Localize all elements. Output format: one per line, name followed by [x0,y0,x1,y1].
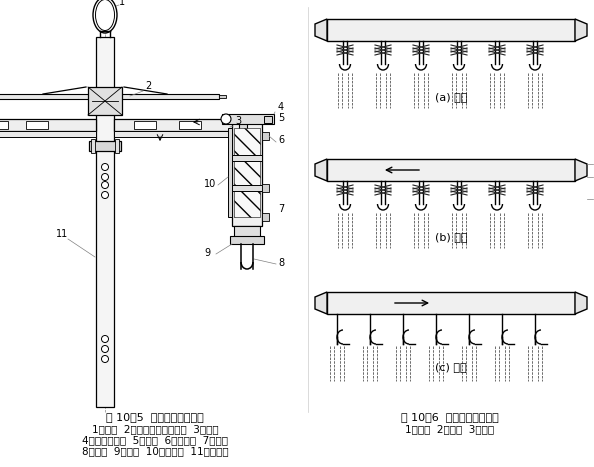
Circle shape [102,191,109,198]
Bar [134,121,156,129]
Bar [219,95,226,98]
Text: 10: 10 [204,179,216,189]
Bar [262,184,269,192]
Text: 1－吊环  2－平面螺旋盘组合件  3－机架: 1－吊环 2－平面螺旋盘组合件 3－机架 [91,424,219,434]
Ellipse shape [96,0,115,30]
Bar [26,121,48,129]
Circle shape [102,355,109,362]
Bar [234,128,260,217]
Bar [327,159,575,181]
Polygon shape [575,159,587,181]
Circle shape [102,335,109,342]
Text: 4－离合定位器  5－轮辐  6－针板架  7－针板: 4－离合定位器 5－轮辐 6－针板架 7－针板 [82,435,228,445]
Bar [114,119,239,131]
Circle shape [102,182,109,189]
Bar [327,292,575,314]
Polygon shape [575,19,587,41]
Bar [239,117,247,133]
Text: (b) 精练: (b) 精练 [435,232,467,242]
Bar [96,37,114,407]
Text: 7: 7 [278,204,285,214]
Bar [232,116,262,226]
Text: 3: 3 [235,116,241,126]
Polygon shape [575,292,587,314]
Polygon shape [315,159,327,181]
Circle shape [221,114,231,124]
Bar [88,87,122,115]
Text: 11: 11 [56,229,68,239]
Bar [0,119,96,131]
Bar [89,141,121,151]
Bar [0,131,96,137]
Bar [0,121,8,129]
Text: 9: 9 [204,248,210,258]
Bar [114,94,219,99]
Text: 5: 5 [278,113,285,123]
Text: 4: 4 [278,102,284,112]
Bar [91,139,95,153]
Text: 6: 6 [278,135,284,145]
Bar [228,128,232,217]
Bar [0,94,96,99]
Bar [232,155,262,161]
Text: 2: 2 [0,466,1,467]
Polygon shape [315,292,327,314]
Circle shape [102,163,109,170]
Circle shape [102,346,109,353]
Bar [264,116,272,123]
Text: 1: 1 [0,466,1,467]
Bar [234,226,260,238]
Text: 1－挡条  2－钩针  3－坯绸: 1－挡条 2－钩针 3－坯绸 [406,424,495,434]
Text: 1: 1 [119,0,125,7]
Text: 图 10－5  星形架结构示意图: 图 10－5 星形架结构示意图 [106,412,204,422]
Text: (c) 脱钩: (c) 脱钩 [435,362,467,372]
Bar [262,132,269,140]
Polygon shape [315,19,327,41]
Bar [230,236,264,244]
Text: 8－钩针  9－挡条  10－挡条板  11－多孔管: 8－钩针 9－挡条 10－挡条板 11－多孔管 [82,446,228,456]
Text: 2: 2 [145,81,151,91]
Circle shape [102,174,109,181]
Bar [262,213,269,221]
Bar [327,19,575,41]
Text: 8: 8 [278,258,284,268]
Text: 图 10－6  星形架工作过程图: 图 10－6 星形架工作过程图 [401,412,499,422]
Bar [179,121,201,129]
Text: (a) 挂绸: (a) 挂绸 [435,92,467,102]
Bar [222,114,274,124]
Text: 3: 3 [0,466,1,467]
Ellipse shape [93,0,117,33]
Bar [114,131,234,137]
Bar [232,185,262,191]
Bar [115,139,119,153]
